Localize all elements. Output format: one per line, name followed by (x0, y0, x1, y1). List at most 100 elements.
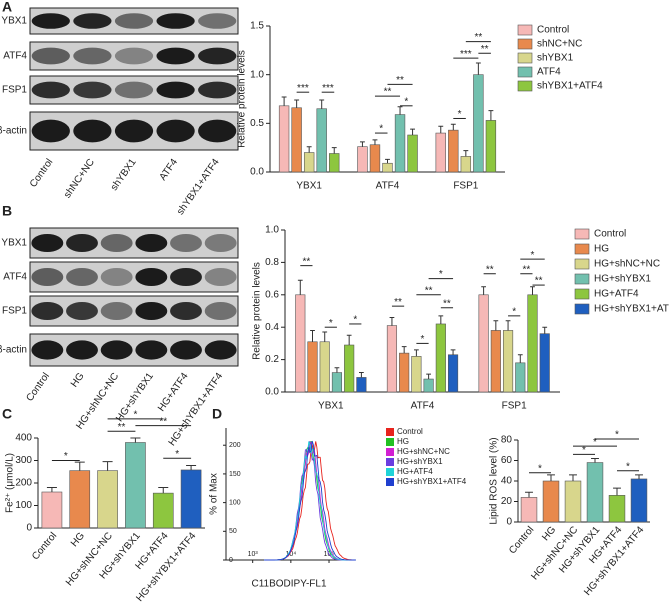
bar (386, 325, 398, 393)
legend-swatch (517, 66, 533, 78)
significance-label: * (421, 334, 425, 345)
blot-band (66, 234, 98, 252)
error-bar (463, 150, 469, 157)
y-axis-title: Relative protein levels (252, 262, 263, 360)
blot-row-label: ATF4 (3, 272, 27, 283)
blot-row-label: β-actin (0, 126, 27, 137)
legend-swatch (386, 468, 394, 476)
blot-band (66, 302, 98, 320)
blot-band (31, 47, 70, 65)
panel-label: B (2, 203, 12, 219)
error-bar (385, 158, 390, 164)
blot-row-label: YBX1 (1, 238, 27, 249)
blot-band (73, 13, 112, 29)
legend-label: shYBX1+ATF4 (537, 81, 603, 92)
significance-label: * (64, 451, 68, 462)
y-tick-label: 1.0 (250, 69, 264, 80)
legend-swatch (574, 258, 590, 270)
blot-band (156, 47, 195, 65)
x-tick-label: FSP1 (502, 401, 527, 412)
x-tick-label: YBX1 (318, 401, 344, 412)
bar (490, 330, 501, 393)
y-tick-label: 1.5 (250, 21, 264, 32)
bar (331, 372, 343, 393)
blot-band (198, 119, 237, 143)
blot-band (170, 302, 202, 320)
significance-label: ** (302, 256, 310, 267)
blot-band (66, 268, 98, 286)
legend-label: HG+ATF4 (594, 289, 639, 300)
blot-band (100, 340, 133, 360)
blot-band (204, 268, 237, 286)
significance-label: * (538, 463, 542, 474)
significance-label: *** (297, 83, 309, 94)
bar (423, 378, 434, 393)
y-tick-label: 0.0 (265, 387, 279, 398)
legend-label: HG+shNC+NC (594, 259, 660, 270)
error-bar (322, 331, 328, 342)
blot-band (204, 234, 237, 252)
error-bar (102, 461, 113, 471)
significance-label: * (133, 410, 137, 421)
legend-swatch (574, 243, 590, 255)
bar (485, 120, 497, 173)
error-bar (488, 110, 494, 121)
y-tick-label: 60 (501, 455, 513, 466)
blot-band (31, 302, 64, 320)
blot-band (170, 268, 202, 286)
blot-band (135, 268, 168, 286)
bar (520, 497, 538, 523)
significance-label: ** (118, 422, 126, 433)
y-tick-label: 40 (501, 476, 513, 487)
significance-label: ** (522, 264, 530, 275)
blot-band (31, 234, 64, 252)
y-tick-label: 100 (15, 500, 32, 511)
blot-row-label: ATF4 (3, 51, 27, 62)
error-bar (475, 62, 481, 75)
legend-swatch (386, 428, 394, 436)
error-bar (426, 373, 431, 380)
bar (407, 134, 418, 173)
y-tick-label: 100 (229, 499, 241, 506)
y-tick-label: 200 (229, 442, 241, 449)
error-bar (281, 96, 287, 106)
significance-label: * (379, 124, 383, 135)
blot-band (114, 119, 154, 143)
blot-band (100, 302, 133, 320)
significance-label: * (626, 461, 630, 472)
legend-swatch (386, 438, 394, 446)
x-tick-label: HG (69, 530, 87, 549)
bar (539, 333, 550, 393)
error-bar (319, 99, 325, 109)
blot-band (135, 302, 168, 320)
bar (473, 74, 484, 173)
x-tick-label: ATF4 (376, 181, 400, 192)
bar (435, 323, 446, 393)
significance-label: * (329, 318, 333, 329)
blot-band (31, 340, 64, 360)
blot-strip (29, 227, 239, 259)
y-axis-title: % of Max (209, 473, 220, 515)
blot-band (66, 340, 98, 360)
bar (307, 341, 318, 393)
bar (527, 294, 538, 393)
lane-label: HG (69, 371, 87, 390)
x-tick-label: 10³ (248, 551, 259, 558)
bar (435, 132, 446, 173)
legend-swatch (517, 38, 533, 50)
bar (125, 442, 146, 529)
significance-label: * (531, 250, 535, 261)
significance-label: * (615, 430, 619, 441)
blot-strip (29, 295, 239, 327)
bar (586, 462, 604, 523)
significance-label: ** (486, 264, 494, 275)
legend-label: HG (594, 244, 609, 255)
legend-label: HG+shNC+NC (397, 447, 450, 456)
legend-swatch (386, 478, 394, 486)
bar (69, 470, 91, 529)
bar (357, 146, 368, 173)
significance-label: ** (384, 87, 392, 98)
histogram-curve (264, 441, 356, 561)
blot-row-label: β-actin (0, 345, 27, 356)
x-tick-label: Control (507, 525, 536, 557)
